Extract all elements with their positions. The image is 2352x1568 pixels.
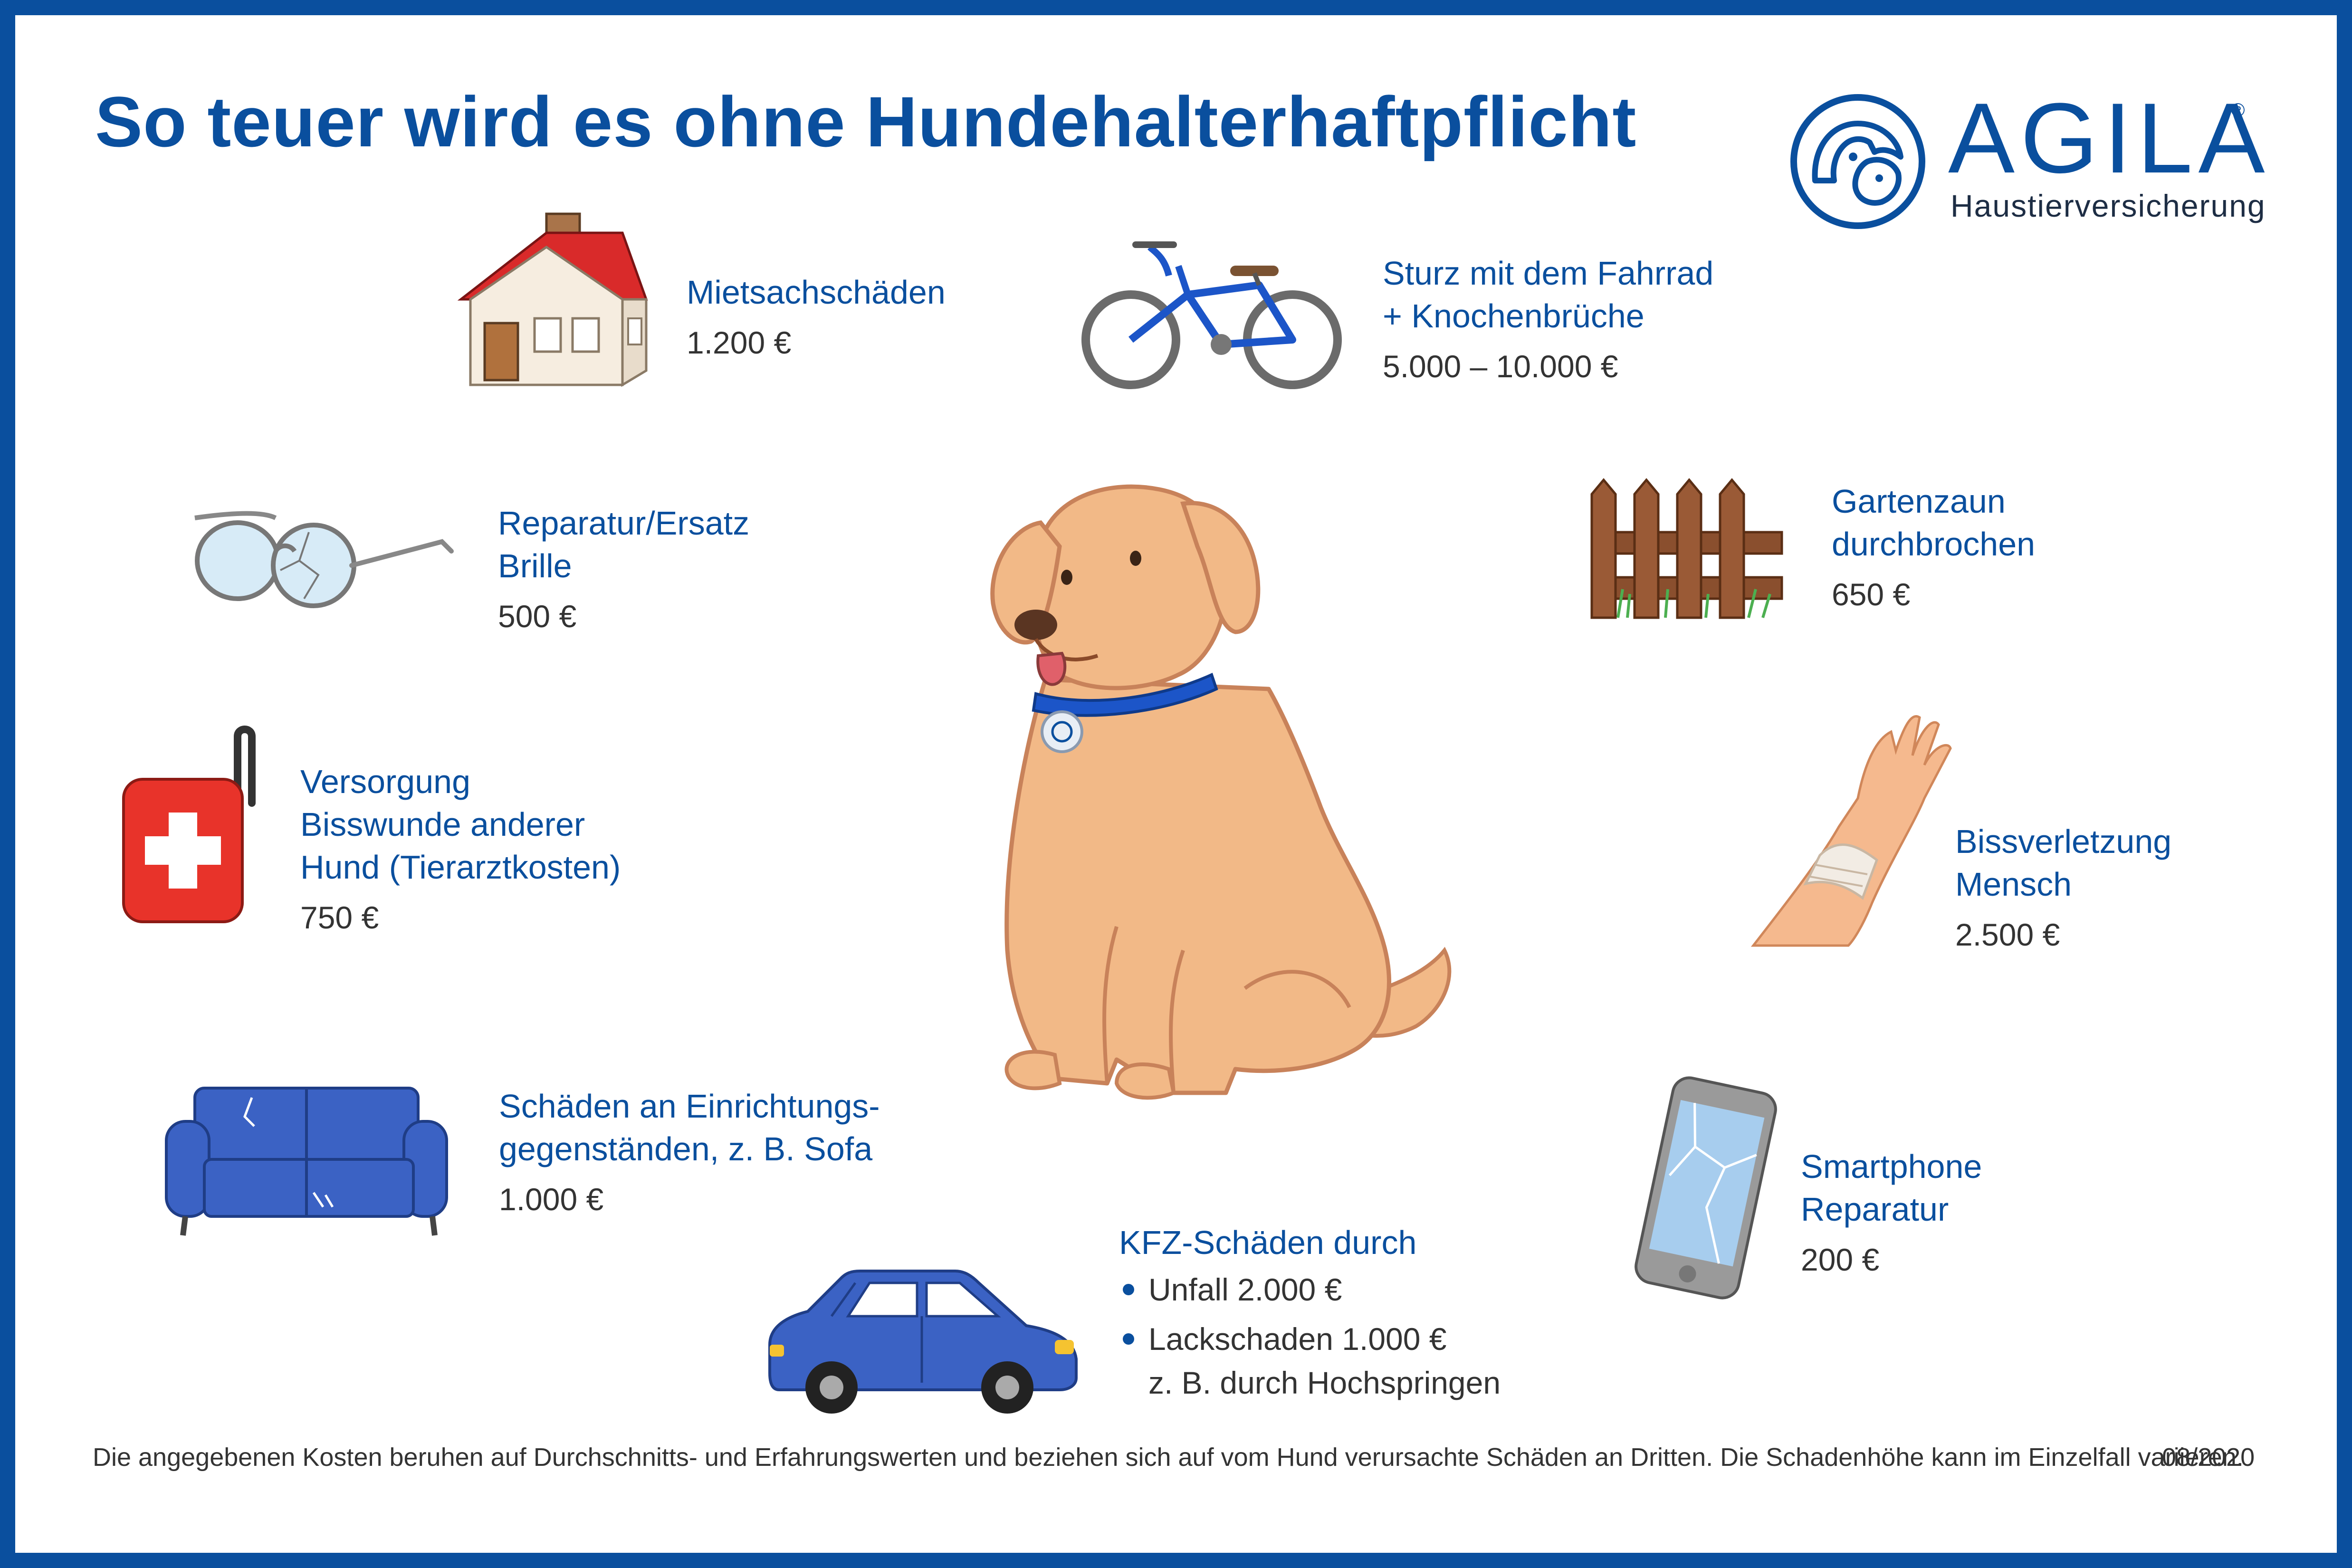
item-gartenzaun: Gartenzaun durchbrochen 650 € xyxy=(1832,480,2035,616)
bandaged-arm-icon xyxy=(1750,715,1952,947)
item-cost: 500 € xyxy=(498,599,577,634)
disclaimer: Die angegebenen Kosten beruhen auf Durch… xyxy=(93,1443,2244,1472)
item-bisswunde: Versorgung Bisswunde anderer Hund (Tiera… xyxy=(300,760,621,939)
item-kfz: KFZ-Schäden durch Unfall 2.000 € Lacksch… xyxy=(1119,1221,1501,1405)
footer-date: 08/2020 xyxy=(2162,1443,2255,1472)
first-aid-kit-icon xyxy=(122,726,256,923)
fence-icon xyxy=(1590,478,1783,619)
dog-cat-logo-icon xyxy=(1790,94,1925,229)
bullet-text: Lackschaden 1.000 € xyxy=(1148,1321,1447,1357)
item-label: KFZ-Schäden durch xyxy=(1119,1224,1417,1261)
item-label-line-2: Brille xyxy=(498,547,572,584)
item-label-line-1: Bissverletzung xyxy=(1955,823,2172,860)
item-bissverletzung: Bissverletzung Mensch 2.500 € xyxy=(1955,820,2171,956)
glasses-icon xyxy=(194,511,454,608)
item-cost: 1.000 € xyxy=(499,1182,604,1217)
car-icon xyxy=(768,1270,1078,1414)
item-label-line-2: durchbrochen xyxy=(1832,526,2036,563)
house-icon xyxy=(457,212,648,387)
item-smartphone: Smartphone Reparatur 200 € xyxy=(1801,1145,1982,1281)
item-cost: 750 € xyxy=(300,900,379,935)
agila-logo: AGILA ® Haustierversicherung xyxy=(1787,82,2271,233)
item-brille: Reparatur/Ersatz Brille 500 € xyxy=(498,502,749,638)
item-cost: 200 € xyxy=(1801,1242,1880,1277)
logo-subtitle: Haustierversicherung xyxy=(1950,188,2266,223)
item-label-line-1: Sturz mit dem Fahrrad xyxy=(1383,255,1714,292)
item-sofa: Schäden an Einrichtungs- gegenständen, z… xyxy=(499,1085,880,1221)
item-label-line-1: Smartphone xyxy=(1801,1148,1982,1185)
bullet-lackschaden: Lackschaden 1.000 € xyxy=(1119,1317,1501,1361)
item-label-line-1: Versorgung xyxy=(300,763,471,800)
item-label-line-3: Hund (Tierarztkosten) xyxy=(300,849,621,886)
bullet-unfall: Unfall 2.000 € xyxy=(1119,1268,1501,1311)
smartphone-icon xyxy=(1635,1076,1777,1300)
item-label-line-2: Mensch xyxy=(1955,866,2072,903)
bicycle-icon xyxy=(1081,241,1342,389)
dog-icon xyxy=(990,484,1452,1100)
bullet-dot xyxy=(1123,1333,1134,1345)
item-label-line-2: Bisswunde anderer xyxy=(300,806,585,843)
bullet-subtext: z. B. durch Hochspringen xyxy=(1148,1365,1501,1400)
item-label-line-1: Gartenzaun xyxy=(1832,483,2006,520)
item-cost: 650 € xyxy=(1832,577,1911,612)
item-mietsachschaeden: Mietsachschäden 1.200 € xyxy=(687,271,946,364)
item-label-line-2: Reparatur xyxy=(1801,1191,1949,1228)
item-cost: 2.500 € xyxy=(1955,917,2060,952)
item-label-line-1: Schäden an Einrichtungs- xyxy=(499,1088,880,1125)
item-cost: 5.000 – 10.000 € xyxy=(1383,349,1618,384)
item-label-line-2: + Knochenbrüche xyxy=(1383,297,1644,335)
item-label: Mietsachschäden xyxy=(687,274,946,311)
registered-mark: ® xyxy=(2231,100,2245,121)
item-cost: 1.200 € xyxy=(687,325,792,360)
page-title: So teuer wird es ohne Hundehalterhaftpfl… xyxy=(95,82,1637,162)
item-label-line-2: gegenständen, z. B. Sofa xyxy=(499,1130,873,1167)
sofa-icon xyxy=(165,1087,448,1236)
item-label-line-1: Reparatur/Ersatz xyxy=(498,505,750,542)
logo-wordmark: AGILA xyxy=(1948,82,2271,194)
bullet-text: Unfall 2.000 € xyxy=(1148,1272,1342,1307)
item-fahrrad: Sturz mit dem Fahrrad + Knochenbrüche 5.… xyxy=(1383,252,1713,388)
bullet-dot xyxy=(1123,1284,1134,1295)
